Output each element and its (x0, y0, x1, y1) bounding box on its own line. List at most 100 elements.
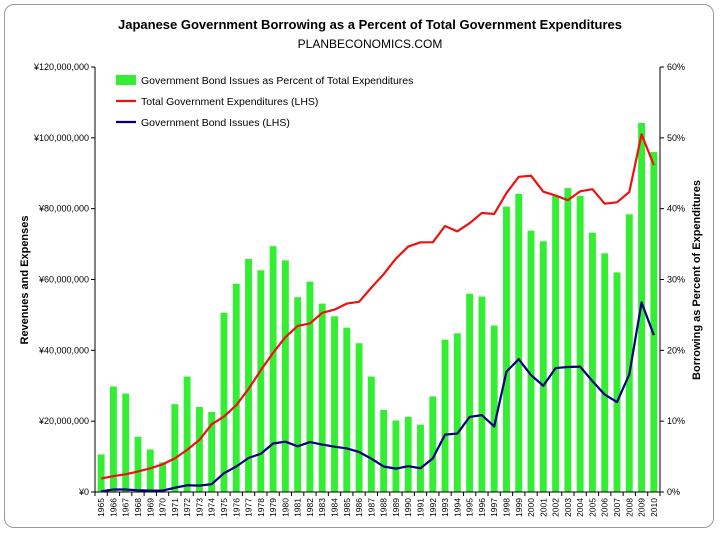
right-tick-label: 50% (667, 133, 685, 143)
left-tick-label: ¥100,000,000 (33, 133, 89, 143)
left-tick-label: ¥120,000,000 (33, 62, 89, 72)
x-tick-label: 1999 (514, 498, 524, 517)
x-tick-label: 2006 (600, 498, 610, 517)
x-tick-label: 1989 (391, 498, 401, 517)
bar (134, 436, 142, 492)
x-tick-label: 2010 (649, 498, 659, 517)
bar (318, 303, 326, 492)
x-tick-label: 1994 (452, 498, 462, 517)
right-tick-label: 30% (667, 275, 685, 285)
x-tick-label: 2004 (575, 498, 585, 517)
x-tick-label: 1969 (145, 498, 155, 517)
x-tick-label: 1976 (231, 498, 241, 517)
x-tick-label: 1980 (280, 498, 290, 517)
bar (601, 253, 609, 492)
x-tick-label: 1988 (379, 498, 389, 517)
bar (220, 312, 228, 492)
x-tick-label: 1987 (366, 498, 376, 517)
right-tick-label: 0% (667, 487, 680, 497)
bar (552, 195, 560, 493)
series-line (100, 133, 655, 480)
bar (417, 424, 424, 492)
right-tick-label: 40% (667, 204, 685, 214)
x-tick-label: 1981 (293, 498, 303, 517)
bar (404, 416, 412, 492)
right-tick-label: 10% (667, 416, 685, 426)
x-tick-label: 1984 (330, 498, 340, 517)
bar (281, 260, 289, 493)
bar (367, 376, 375, 492)
bar (343, 327, 351, 492)
left-tick-label: ¥40,000,000 (38, 345, 89, 355)
x-tick-label: 1967 (121, 498, 131, 517)
bar (97, 454, 105, 492)
chart-title: Japanese Government Borrowing as a Perce… (118, 17, 622, 32)
x-tick-label: 1972 (182, 498, 192, 517)
x-tick-label: 2009 (637, 498, 647, 517)
legend-swatch (116, 75, 136, 85)
x-tick-label: 1995 (465, 498, 475, 517)
x-tick-label: 1978 (256, 498, 266, 517)
bar (539, 241, 547, 492)
bar (146, 449, 154, 492)
bar (392, 420, 400, 492)
bar (478, 296, 486, 492)
bar (564, 188, 572, 493)
left-axis-label: Revenues and Expenses (19, 215, 31, 344)
legend-label: Government Bond Issues (LHS) (141, 117, 290, 129)
bar (122, 393, 130, 492)
x-tick-label: 1977 (244, 498, 254, 517)
bar (441, 339, 449, 492)
x-tick-label: 1991 (415, 498, 425, 517)
x-tick-label: 1985 (342, 498, 352, 517)
right-tick-label: 20% (667, 345, 685, 355)
bar (453, 333, 461, 492)
x-tick-label: 1966 (108, 498, 118, 517)
legend: Government Bond Issues as Percent of Tot… (116, 75, 413, 129)
x-tick-label: 1979 (268, 498, 278, 517)
legend-label: Government Bond Issues as Percent of Tot… (141, 75, 413, 87)
bar (195, 407, 203, 492)
x-tick-label: 1968 (133, 498, 143, 517)
bar (589, 232, 596, 492)
bar (171, 404, 179, 492)
bar (269, 246, 277, 492)
bar (294, 297, 302, 492)
x-tick-label: 2008 (624, 498, 634, 517)
x-tick-label: 1997 (489, 498, 499, 517)
x-tick-label: 1975 (219, 498, 229, 517)
chart-subtitle: PLANBECONOMICS.COM (298, 37, 443, 51)
x-tick-label: 1986 (354, 498, 364, 517)
x-tick-label: 2005 (587, 498, 597, 517)
bar (380, 409, 388, 492)
x-tick-label: 1996 (477, 498, 487, 517)
left-tick-label: ¥0 (78, 487, 89, 497)
bar (109, 386, 117, 492)
x-tick-label: 1974 (207, 498, 217, 517)
bar (183, 376, 191, 492)
bar (650, 152, 658, 492)
bar (355, 343, 363, 492)
x-tick-label: 2002 (551, 498, 561, 517)
bar (245, 258, 252, 492)
bar (331, 316, 338, 492)
bar (306, 281, 314, 493)
bar (576, 195, 584, 493)
x-tick-label: 1992 (428, 498, 438, 517)
bar (490, 325, 498, 492)
series-line (100, 301, 655, 493)
right-axis-label: Borrowing as Percent of Expenditures (691, 180, 703, 380)
bar (159, 462, 166, 492)
bar (232, 283, 240, 492)
x-tick-label: 1971 (170, 498, 180, 517)
x-tick-label: 1965 (96, 498, 106, 517)
x-tick-label: 2003 (563, 498, 573, 517)
x-tick-label: 1970 (158, 498, 168, 517)
x-tick-label: 2001 (538, 498, 548, 517)
bar (613, 272, 621, 492)
plot-area: ¥0 ¥20,000,000 ¥40,000,000 ¥60,000,000 ¥80,0… (33, 62, 685, 517)
bar (527, 230, 535, 493)
bar (429, 396, 437, 493)
bar (466, 293, 474, 492)
